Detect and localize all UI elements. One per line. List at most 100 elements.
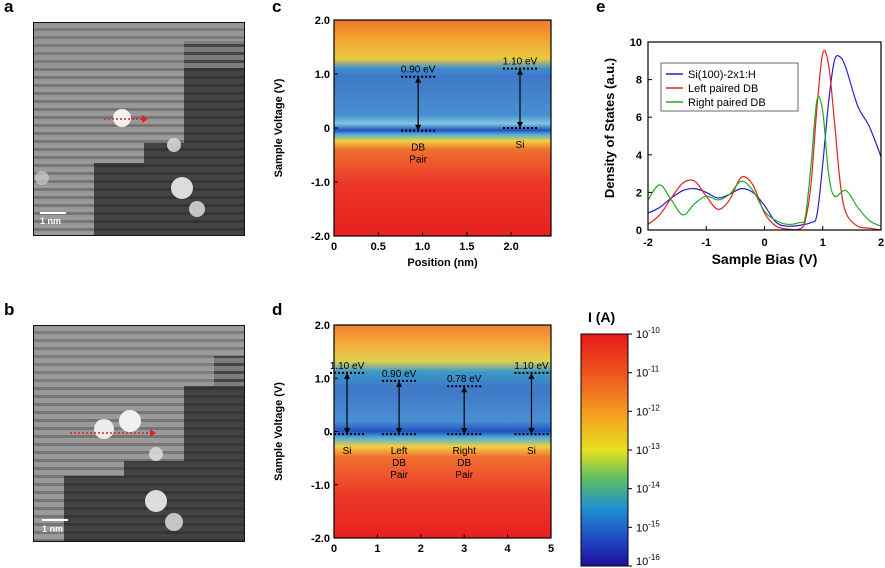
y-tick-label: -1.0 bbox=[311, 480, 330, 492]
legend-box bbox=[660, 62, 799, 112]
y-tick-label: 2.0 bbox=[315, 320, 330, 332]
site-label: DB bbox=[411, 143, 425, 154]
x-tick-label: 3 bbox=[461, 543, 467, 555]
y-tick-label: 4 bbox=[636, 150, 643, 162]
arrow-up-icon bbox=[528, 372, 535, 379]
arrow-down-icon bbox=[415, 124, 422, 131]
arrow-down-icon bbox=[528, 428, 535, 435]
arrow-down-icon bbox=[461, 428, 468, 435]
y-tick-label: 6 bbox=[636, 112, 642, 124]
x-tick-label: 1 bbox=[374, 543, 380, 555]
site-label: Pair bbox=[455, 470, 473, 481]
site-label: DB bbox=[457, 458, 471, 469]
db-spot bbox=[149, 447, 163, 461]
gap-value-label: 0.90 eV bbox=[382, 369, 417, 380]
y-tick-label: 10 bbox=[630, 37, 642, 49]
colorbar-tick-label: 10-15 bbox=[636, 519, 660, 534]
y-tick-label: 2.0 bbox=[315, 15, 330, 27]
site-label: Left bbox=[391, 446, 408, 457]
legend-entry: Si(100)-2x1:H bbox=[688, 69, 756, 81]
colorbar-tick-label: 10-12 bbox=[636, 403, 660, 418]
x-tick-label: 1.5 bbox=[459, 241, 474, 253]
y-tick-label: 0 bbox=[324, 427, 330, 439]
stm-image-a bbox=[33, 22, 245, 236]
series-line-1 bbox=[647, 49, 882, 231]
colorbar: I (A) 10-10 10-11 10-12 10-13 10-14 10-15 10-16 bbox=[580, 309, 660, 568]
site-label: Pair bbox=[409, 155, 427, 166]
x-tick-label: 2 bbox=[418, 543, 424, 555]
gap-value-label: 1.10 eV bbox=[330, 361, 365, 372]
db-spot bbox=[167, 138, 181, 152]
db-spot bbox=[171, 177, 193, 199]
y-tick-label: -2.0 bbox=[311, 533, 330, 545]
x-tick-label: 1.0 bbox=[415, 241, 430, 253]
panel-label-d: d bbox=[272, 300, 283, 319]
site-label: Si bbox=[516, 140, 525, 151]
x-tick-label: 5 bbox=[548, 543, 554, 555]
y-tick-label: -1.0 bbox=[311, 177, 330, 189]
panel-label-b: b bbox=[4, 300, 15, 319]
colorbar-tick-label: 10-10 bbox=[636, 326, 660, 341]
db-spot bbox=[145, 490, 167, 512]
panel-label-a: a bbox=[4, 0, 14, 16]
y-tick-label: 8 bbox=[636, 75, 642, 87]
colorbar-tick-label: 10-11 bbox=[636, 365, 660, 380]
legend-entry: Right paired DB bbox=[688, 97, 766, 109]
y-tick-label: 1.0 bbox=[315, 373, 330, 385]
y-axis-label: Sample Voltage (V) bbox=[273, 382, 285, 481]
arrow-down-icon bbox=[396, 428, 403, 435]
x-tick-label: -1 bbox=[701, 237, 711, 249]
series-line-2 bbox=[647, 96, 882, 227]
site-label: Pair bbox=[390, 470, 408, 481]
scale-bar-label-a: 1 nm bbox=[40, 216, 62, 226]
x-axis-label: Position (nm) bbox=[407, 257, 478, 269]
y-tick-label: 2 bbox=[636, 187, 642, 199]
y-tick-label: 1.0 bbox=[315, 69, 330, 81]
arrow-head-icon bbox=[142, 115, 148, 123]
scale-bar-label-b: 1 nm bbox=[42, 524, 64, 534]
arrow-up-icon bbox=[415, 76, 422, 83]
x-tick-label: 2 bbox=[878, 237, 884, 249]
y-tick-label: 0 bbox=[324, 123, 330, 135]
gap-value-label: 0.78 eV bbox=[447, 374, 482, 385]
db-pair-spot-right bbox=[119, 410, 141, 432]
scale-bar-a bbox=[40, 212, 66, 214]
x-tick-label: 0 bbox=[331, 241, 337, 253]
x-tick-label: 0.5 bbox=[371, 241, 386, 253]
colorbar-tick-label: 10-13 bbox=[636, 442, 660, 457]
x-axis-label: Sample Bias (V) bbox=[712, 251, 818, 267]
x-tick-label: 2.0 bbox=[503, 241, 518, 253]
colorbar-title: I (A) bbox=[588, 309, 615, 325]
arrow-up-icon bbox=[517, 68, 523, 75]
gap-value-label: 1.10 eV bbox=[514, 361, 549, 372]
x-tick-label: 0 bbox=[331, 543, 337, 555]
stm-image-b-graphic bbox=[34, 326, 244, 541]
legend-e: Si(100)-2x1:H Left paired DB Right paired … bbox=[660, 62, 799, 112]
x-tick-label: 4 bbox=[505, 543, 512, 555]
gap-value-label: 0.90 eV bbox=[401, 65, 436, 76]
y-axis-label: Sample Voltage (V) bbox=[273, 78, 285, 177]
series-line-0 bbox=[647, 55, 882, 227]
db-spot bbox=[189, 201, 205, 217]
stm-image-b bbox=[33, 325, 245, 542]
arrow-down-icon bbox=[517, 122, 523, 128]
scale-bar-b bbox=[42, 519, 68, 521]
x-tick-label: 1 bbox=[820, 237, 826, 249]
heatmap-d bbox=[334, 325, 551, 538]
colorbar-gradient bbox=[580, 333, 629, 567]
site-label: DB bbox=[392, 458, 406, 469]
panel-label-e: e bbox=[596, 0, 606, 16]
gap-value-label: 1.10 eV bbox=[503, 57, 538, 68]
arrow-up-icon bbox=[396, 380, 403, 387]
site-label: Right bbox=[453, 446, 477, 457]
db-spot bbox=[165, 513, 183, 531]
arrow-head-icon bbox=[150, 429, 156, 437]
y-tick-label: 0 bbox=[636, 225, 642, 237]
stm-image-a-graphic bbox=[34, 23, 244, 235]
arrow-up-icon bbox=[344, 372, 351, 379]
site-label: Si bbox=[527, 446, 536, 457]
site-label: Si bbox=[343, 446, 352, 457]
